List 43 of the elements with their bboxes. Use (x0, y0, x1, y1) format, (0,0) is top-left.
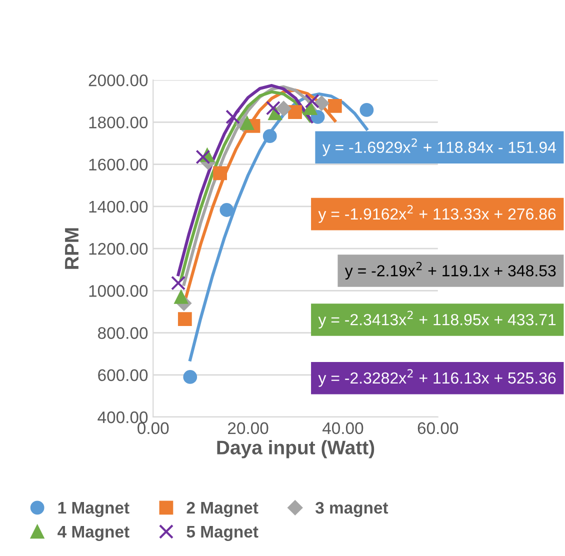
point (304, 94, 320, 108)
point (314, 96, 330, 111)
y-tick-label: 600.00 (98, 369, 148, 382)
point (170, 276, 186, 290)
x-axis-title: Daya input (Watt) (217, 440, 374, 458)
point (240, 116, 254, 130)
y-tick-label: 1400.00 (89, 200, 148, 213)
legend-label: 3 magnet (315, 502, 388, 518)
y-tick-label: 1800.00 (89, 116, 148, 128)
legend-label: 1 Magnet (58, 502, 130, 518)
y-tick-label: 1000.00 (89, 285, 148, 297)
y-tick-label: 400.00 (98, 411, 148, 424)
y-tick-label: 2000.00 (88, 74, 148, 86)
point (328, 99, 342, 113)
legend-label: 4 Magnet (58, 526, 130, 541)
legend-label: 5 Magnet (186, 526, 258, 541)
point (183, 370, 198, 384)
annotation: y = -1.6929x$^{2}$ + 118.84x - 151.94 (322, 138, 556, 156)
annotation: y = -2.3282x$^{2}$ + 116.13x + 525.36 (318, 369, 556, 387)
point (266, 100, 280, 116)
point (276, 100, 292, 116)
point (360, 103, 374, 117)
point (220, 203, 234, 217)
y-tick-label: 1200.00 (89, 242, 148, 255)
y-tick-label: 1600.00 (89, 158, 148, 170)
point (174, 290, 188, 304)
x-tick-label: 20.00 (228, 422, 268, 434)
point (196, 150, 210, 164)
x-tick-label: 0.00 (138, 422, 169, 434)
point (213, 166, 227, 180)
x-tick-label: 40.00 (322, 422, 364, 434)
point (288, 105, 302, 120)
point (226, 110, 240, 124)
point (262, 129, 277, 144)
annotation: y = -1.9162x$^{2}$ + 113.33x + 276.86 (318, 205, 556, 223)
x-tick-label: 60.00 (418, 422, 458, 434)
annotation: y = -2.19x$^{2}$ + 119.1x + 348.53 (344, 262, 556, 280)
y-tick-label: 800.00 (98, 327, 148, 339)
annotation: y = -2.3413x$^{2}$ + 118.95x + 433.71 (318, 310, 556, 328)
point (303, 101, 318, 116)
point (178, 312, 192, 326)
y-axis-title: RPM (65, 228, 78, 269)
legend-label: 2 Magnet (186, 502, 258, 518)
